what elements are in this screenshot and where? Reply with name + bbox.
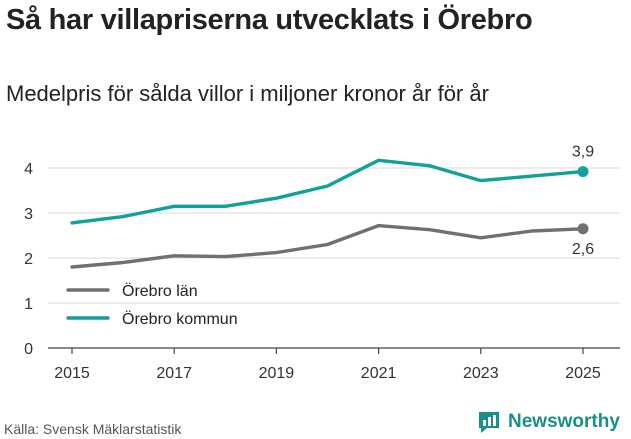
y-tick-label: 3	[24, 206, 33, 223]
series-end-point	[577, 166, 589, 178]
legend-label: Örebro län	[122, 282, 198, 300]
y-tick-label: 2	[24, 251, 33, 268]
legend: Örebro län Örebro kommun	[66, 282, 238, 328]
x-tick-label: 2017	[156, 365, 192, 382]
x-tick-label: 2023	[463, 365, 499, 382]
brand-name: Newsworthy	[508, 411, 620, 432]
brand-logo: Newsworthy	[476, 408, 620, 436]
axis-labels: 0 1 2 3 4 2015 2017 2019 2021 2023 2025 2,6 3,9	[24, 144, 601, 382]
data-label: 3,9	[572, 144, 594, 161]
x-tick-label: 2019	[259, 365, 295, 382]
x-tick-label: 2015	[54, 365, 90, 382]
series-line-orebro-lan	[70, 223, 585, 269]
y-tick-label: 0	[24, 341, 33, 358]
y-tick-label: 1	[24, 296, 33, 313]
data-label: 2,6	[572, 241, 594, 258]
legend-label: Örebro kommun	[122, 310, 238, 328]
y-tick-label: 4	[24, 161, 33, 178]
newsworthy-logo-icon	[479, 412, 499, 433]
source-note: Källa: Svensk Mäklarstatistik	[4, 421, 182, 437]
series-lines	[70, 158, 589, 269]
series-end-point	[577, 223, 589, 235]
series-line-orebro-kommun	[70, 158, 585, 225]
x-tick-label: 2021	[361, 365, 397, 382]
x-tick-label: 2025	[565, 365, 601, 382]
chart-subtitle: Medelpris för sålda villor i miljoner kr…	[6, 81, 489, 106]
chart-title: Så har villapriserna utvecklats i Örebro	[6, 4, 533, 36]
